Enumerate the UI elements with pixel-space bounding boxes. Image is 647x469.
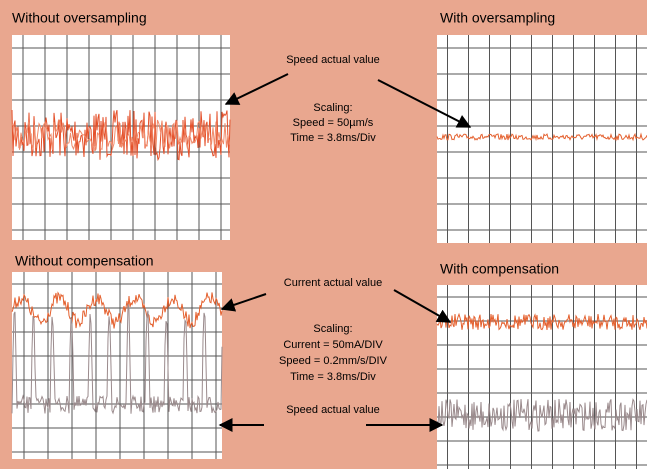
scaling: Scaling: [313, 102, 352, 114]
scaling: Speed = 0.2mm/s/DIV [279, 355, 388, 367]
diagram: Without oversampling With oversampling W… [0, 0, 647, 469]
scaling: Current = 50mA/DIV [283, 339, 383, 351]
label: Current actual value [284, 277, 382, 289]
label: Speed actual value [286, 54, 380, 66]
panel-title: With oversampling [440, 10, 555, 26]
scope-screen [12, 272, 222, 459]
scaling: Scaling: [313, 323, 352, 335]
panel-title: Without oversampling [12, 10, 147, 26]
label: Speed actual value [286, 404, 380, 416]
panel-title: Without compensation [15, 253, 154, 269]
scaling: Time = 3.8ms/Div [290, 371, 376, 383]
panel-title: With compensation [440, 261, 559, 277]
scaling: Time = 3.8ms/Div [290, 132, 376, 144]
scaling: Speed = 50µm/s [293, 117, 374, 129]
